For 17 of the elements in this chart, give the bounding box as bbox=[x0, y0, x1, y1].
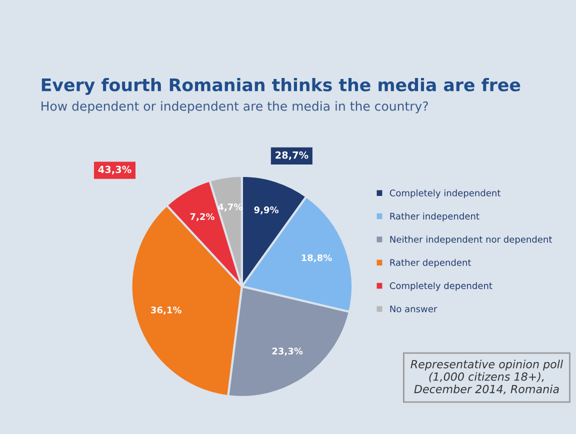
legend-label: Rather independent bbox=[390, 212, 480, 222]
legend-label: Completely independent bbox=[390, 189, 500, 198]
text: 28,7% bbox=[276, 151, 308, 160]
text: 43,3% bbox=[98, 166, 132, 174]
chart-title: Every fourth Romanian thinks the media are free bbox=[42, 78, 520, 95]
legend-label: Rather dependent bbox=[390, 258, 472, 268]
data-label: 36,1% bbox=[151, 306, 182, 315]
text: Representative opinion poll (1,000 citizens 18+), December 2014, Romania bbox=[410, 360, 564, 394]
legend-label: Completely dependent bbox=[390, 282, 492, 291]
data-label: 4,7% bbox=[218, 203, 242, 212]
data-label: 9,9% bbox=[254, 206, 279, 214]
data-label: 18,8% bbox=[302, 254, 332, 262]
data-label: 7,2% bbox=[190, 213, 214, 222]
chart-subtitle: How dependent or independent are the media in the country? bbox=[42, 101, 428, 114]
legend-label: Neither independent nor dependent bbox=[390, 236, 552, 244]
legend-label: No answer bbox=[390, 306, 438, 312]
data-label: 23,3% bbox=[272, 348, 303, 356]
